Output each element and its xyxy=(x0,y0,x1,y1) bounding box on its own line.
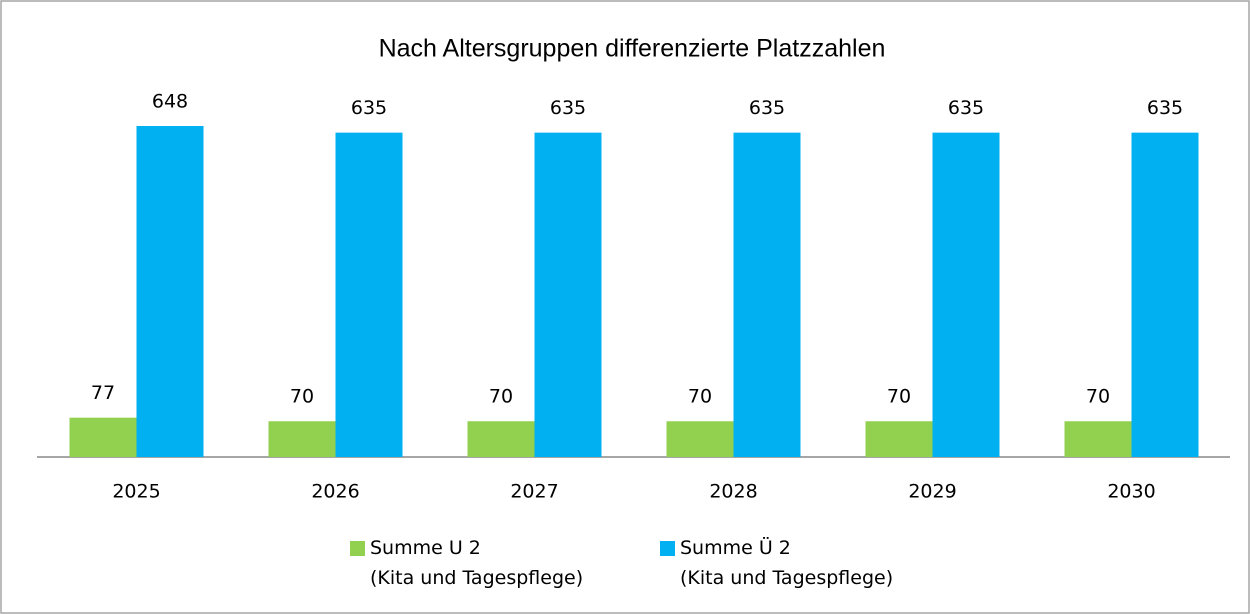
legend-label: Summe Ü 2 (Kita und Tagespflege) xyxy=(680,537,894,589)
data-label: 635 xyxy=(1147,97,1183,119)
bar xyxy=(666,421,734,457)
bar xyxy=(1064,421,1132,457)
legend-swatch xyxy=(660,541,675,556)
x-tick-label: 2025 xyxy=(112,481,160,503)
data-label: 635 xyxy=(351,97,387,119)
data-label: 70 xyxy=(887,386,911,408)
data-label: 648 xyxy=(152,91,188,113)
bar xyxy=(865,421,933,457)
data-label: 70 xyxy=(1086,386,1110,408)
bar xyxy=(733,132,801,457)
legend-swatch xyxy=(350,541,365,556)
x-tick-label: 2026 xyxy=(311,481,359,503)
bar xyxy=(69,417,137,457)
bar xyxy=(932,132,1000,457)
bar xyxy=(467,421,535,457)
data-label: 635 xyxy=(550,97,586,119)
x-tick-label: 2030 xyxy=(1107,481,1155,503)
bar xyxy=(335,132,403,457)
x-tick-label: 2027 xyxy=(510,481,558,503)
chart-title: Nach Altersgruppen differenzierte Platzz… xyxy=(379,35,886,63)
data-label: 77 xyxy=(91,382,115,404)
x-tick-label: 2029 xyxy=(908,481,956,503)
data-label: 635 xyxy=(948,97,984,119)
data-label: 70 xyxy=(489,386,513,408)
data-label: 70 xyxy=(688,386,712,408)
legend-label: Summe U 2 (Kita und Tagespflege) xyxy=(370,537,584,589)
data-label: 635 xyxy=(749,97,785,119)
bar xyxy=(136,126,204,457)
bar xyxy=(534,132,602,457)
bar xyxy=(268,421,336,457)
x-tick-label: 2028 xyxy=(709,481,757,503)
data-label: 70 xyxy=(290,386,314,408)
bar xyxy=(1131,132,1199,457)
